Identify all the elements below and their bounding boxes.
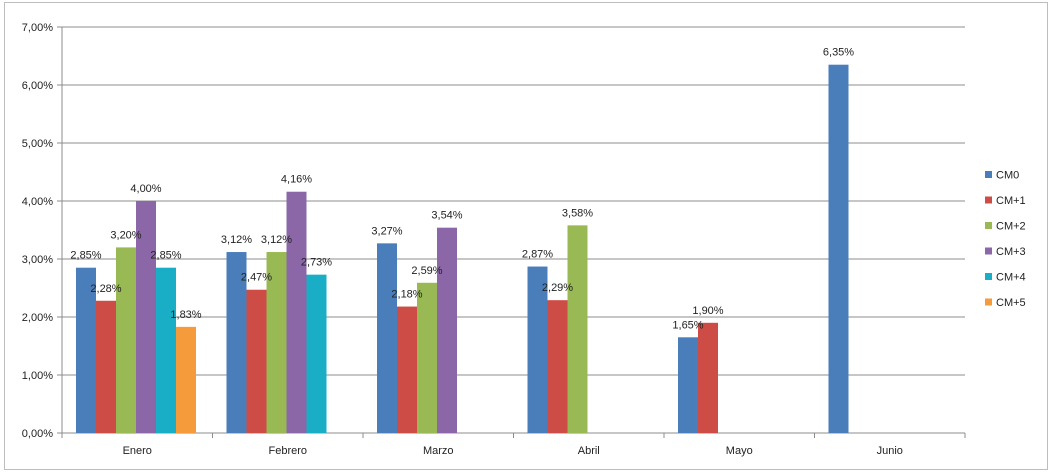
legend-label: CM0 xyxy=(996,170,1019,182)
x-axis: Enero Febrero Marzo Abril Mayo Junio xyxy=(61,432,966,457)
legend-label: CM+3 xyxy=(996,246,1026,258)
legend-swatch xyxy=(985,171,992,178)
bar-cmplus1-abril xyxy=(547,300,568,433)
data-label: 2,28% xyxy=(90,283,121,295)
x-tick-label: Junio xyxy=(877,445,903,457)
data-label: 1,65% xyxy=(672,319,703,331)
legend-label: CM+1 xyxy=(996,195,1026,207)
y-tick-label: 5,00% xyxy=(22,138,53,150)
bar-cm0-febrero xyxy=(226,252,247,433)
bar-cmplus3-enero xyxy=(136,201,156,433)
bar-cmplus4-enero xyxy=(156,267,176,433)
legend-label: CM+2 xyxy=(996,221,1026,233)
data-label: 3,58% xyxy=(562,207,593,219)
x-tick-label: Abril xyxy=(578,445,600,457)
bar-cmplus1-enero xyxy=(96,300,116,433)
bar-cmplus3-febrero xyxy=(286,191,307,433)
y-axis: 0,00% 1,00% 2,00% 3,00% 4,00% 5,00% 6,00% 7,00% xyxy=(22,22,63,440)
legend-swatch xyxy=(985,196,992,204)
bar-cmplus5-enero xyxy=(176,326,196,433)
data-labels: 2,85% 2,28% 3,20% 4,00% 2,85% 1,83% 3,12% 2,47%… xyxy=(70,47,854,332)
data-label: 2,73% xyxy=(301,257,332,269)
data-label: 2,59% xyxy=(411,265,442,277)
data-label: 3,12% xyxy=(221,234,252,246)
x-tick-label: Febrero xyxy=(268,445,307,457)
data-label: 3,54% xyxy=(431,210,462,222)
bar-cm0-abril xyxy=(527,266,548,433)
x-tick-label: Mayo xyxy=(726,445,753,457)
data-label: 2,85% xyxy=(150,250,181,262)
data-label: 3,27% xyxy=(371,225,402,237)
bar-cm0-junio xyxy=(828,64,849,433)
bar-cm0-mayo xyxy=(678,337,698,433)
bar-cmplus2-febrero xyxy=(266,252,287,433)
data-label: 2,18% xyxy=(391,289,422,301)
bar-cmplus4-febrero xyxy=(306,274,327,433)
x-tick-label: Marzo xyxy=(423,445,454,457)
gridlines xyxy=(62,26,965,434)
data-label: 3,20% xyxy=(110,229,141,241)
data-label: 4,00% xyxy=(130,183,161,195)
bar-cmplus1-marzo xyxy=(397,306,417,433)
y-tick-label: 6,00% xyxy=(22,80,53,92)
legend: CM0 CM+1 CM+2 CM+3 CM+4 CM+5 xyxy=(985,170,1026,309)
legend-swatch xyxy=(985,298,992,306)
bar-cmplus1-febrero xyxy=(246,289,267,433)
data-label: 2,29% xyxy=(542,282,573,294)
data-label: 2,87% xyxy=(522,249,553,261)
y-tick-label: 1,00% xyxy=(22,370,53,382)
data-label: 2,85% xyxy=(70,250,101,262)
legend-swatch xyxy=(985,247,992,255)
legend-label: CM+5 xyxy=(996,297,1026,309)
bar-cmplus1-mayo xyxy=(698,322,718,433)
chart-frame: 0,00% 1,00% 2,00% 3,00% 4,00% 5,00% 6,00% 7,00%… xyxy=(4,2,1048,470)
x-tick-label: Enero xyxy=(123,445,152,457)
data-label: 6,35% xyxy=(823,47,854,59)
y-tick-label: 7,00% xyxy=(22,22,53,34)
bar-cmplus2-marzo xyxy=(417,282,437,433)
data-label: 1,83% xyxy=(170,309,201,321)
bar-cmplus2-enero xyxy=(116,247,136,433)
data-label: 2,47% xyxy=(241,272,272,284)
bar-cmplus3-marzo xyxy=(437,227,457,433)
data-label: 4,16% xyxy=(281,174,312,186)
y-tick-label: 3,00% xyxy=(22,254,53,266)
legend-swatch xyxy=(985,222,992,229)
bar-cm0-marzo xyxy=(377,243,397,433)
data-label: 3,12% xyxy=(261,234,292,246)
bars xyxy=(76,64,849,433)
legend-swatch xyxy=(985,273,992,280)
bar-cm0-enero xyxy=(76,267,96,433)
data-label: 1,90% xyxy=(692,305,723,317)
y-tick-label: 4,00% xyxy=(22,196,53,208)
y-tick-label: 0,00% xyxy=(22,428,53,440)
legend-label: CM+4 xyxy=(996,272,1026,284)
bar-chart: 0,00% 1,00% 2,00% 3,00% 4,00% 5,00% 6,00% 7,00%… xyxy=(22,22,1026,457)
bar-cmplus2-abril xyxy=(567,225,588,433)
y-tick-label: 2,00% xyxy=(22,312,53,324)
